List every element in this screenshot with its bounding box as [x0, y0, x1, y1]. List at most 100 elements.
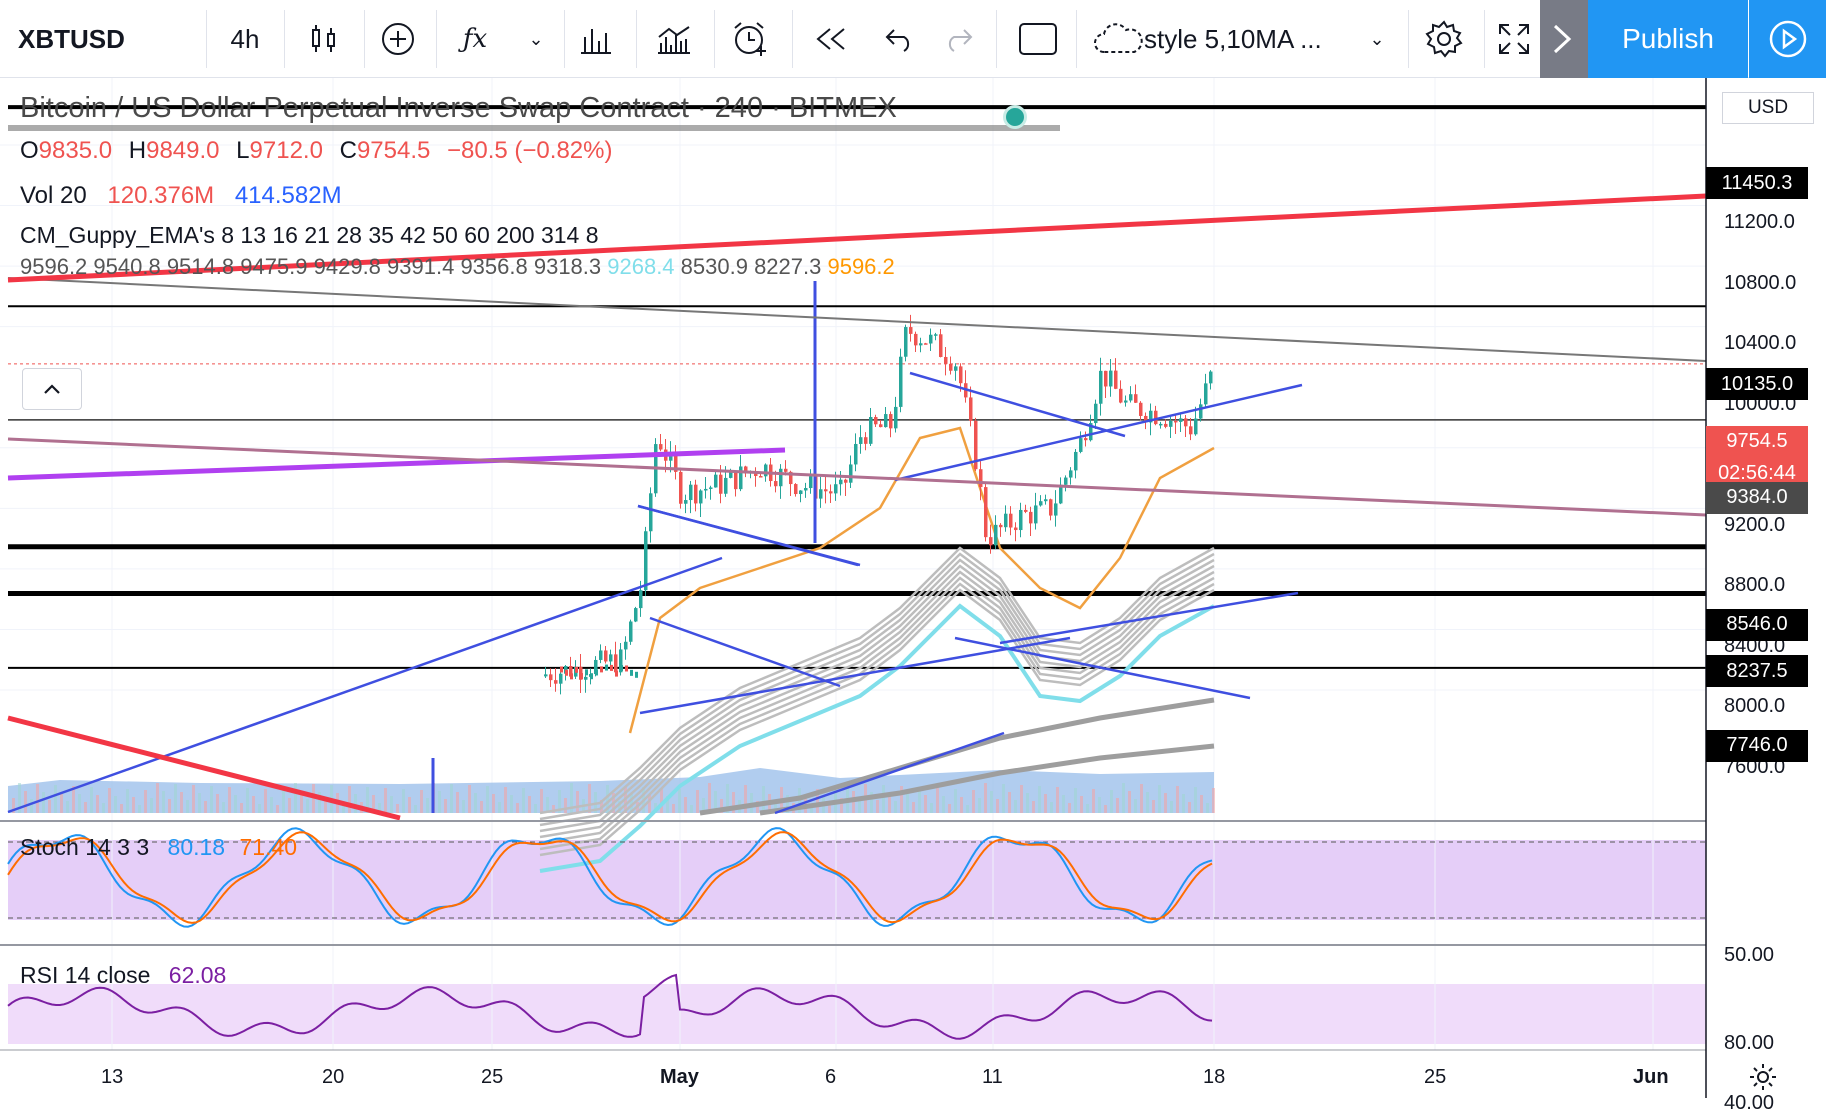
candle-body: [639, 590, 643, 609]
volume-bar: [1020, 785, 1023, 813]
candle-body: [929, 334, 933, 344]
fullscreen-square-icon[interactable]: [1010, 0, 1066, 78]
volume-bar: [762, 786, 765, 813]
volume-value: 120.376M: [107, 182, 215, 209]
candle-body: [864, 437, 868, 444]
candle-body: [595, 669, 598, 676]
volume-bar: [354, 794, 357, 813]
candle-body: [679, 471, 683, 504]
volume-bar: [468, 785, 471, 813]
candle-body: [605, 664, 608, 671]
guppy-ema-ribbon: [539, 426, 1215, 873]
settings-gear-icon[interactable]: [1748, 1062, 1778, 1092]
volume-bar: [402, 789, 405, 813]
candle-body: [1039, 501, 1043, 506]
cloud-icon[interactable]: [1088, 0, 1148, 78]
candle-body: [1169, 420, 1173, 427]
candle-body: [744, 466, 748, 474]
ohlc-values: O9835.0 H9849.0 L9712.0 C9754.5 −80.5 (−…: [20, 137, 613, 164]
stoch-k-value: 80.18: [167, 834, 226, 860]
publish-button[interactable]: Publish: [1588, 0, 1748, 78]
volume-bar: [264, 789, 267, 813]
guppy-ema-value: 9429.8: [313, 254, 388, 279]
redo-icon[interactable]: [930, 0, 986, 78]
volume-bar: [348, 786, 351, 813]
volume-bar: [1116, 798, 1119, 813]
price-tick: 8000.0: [1724, 695, 1786, 718]
volume-bar: [42, 792, 45, 813]
volume-bar: [438, 791, 441, 813]
volume-bar: [444, 799, 447, 813]
volume-bar: [1122, 783, 1125, 813]
candle-body: [1094, 403, 1098, 424]
volume-bar: [174, 784, 177, 813]
volume-ma-value: 414.582M: [234, 182, 342, 209]
undo-icon[interactable]: [872, 0, 928, 78]
volume-bar: [252, 796, 255, 813]
market-status-dot[interactable]: [1003, 105, 1027, 129]
candle-body: [879, 424, 883, 428]
volume-bar: [378, 803, 381, 813]
alarm-icon[interactable]: [724, 0, 778, 78]
snapshot-button[interactable]: [1540, 0, 1588, 78]
candle-body: [694, 484, 698, 504]
volume-bar: [990, 791, 993, 813]
candle-body: [779, 468, 783, 487]
chart-canvas[interactable]: [0, 78, 1826, 1098]
compare-plus-icon[interactable]: [372, 0, 424, 78]
expand-icon[interactable]: [1488, 0, 1540, 78]
collapse-legend-button[interactable]: [22, 368, 82, 410]
candle-body: [959, 366, 963, 384]
volume-bar: [726, 784, 729, 813]
volume-bar: [276, 805, 279, 813]
symbol-search-button[interactable]: XBTUSD: [18, 23, 125, 54]
chevron-down-icon[interactable]: ⌄: [528, 28, 544, 49]
volume-bar: [138, 805, 141, 813]
volume-bar: [720, 799, 723, 813]
indicators-fx-icon[interactable]: ƒx: [462, 24, 488, 54]
layout-template-button[interactable]: style 5,10MA ...: [1144, 23, 1322, 54]
volume-bar: [960, 797, 963, 813]
candle-body: [999, 524, 1003, 528]
volume-bar: [702, 798, 705, 813]
volume-bar: [972, 790, 975, 813]
volume-bar: [216, 794, 219, 813]
templates-icon[interactable]: [648, 0, 700, 78]
chevron-down-icon[interactable]: ⌄: [1369, 28, 1385, 49]
volume-bar: [924, 795, 927, 813]
stoch-label: Stoch 14 3 3: [20, 834, 150, 860]
volume-bar: [954, 789, 957, 813]
candle-body: [774, 481, 778, 487]
interval-button[interactable]: 4h: [230, 23, 260, 54]
replay-icon[interactable]: [802, 0, 860, 78]
candle-body: [629, 621, 633, 642]
low-value: 9712.0: [249, 137, 323, 164]
currency-label[interactable]: USD: [1722, 92, 1814, 124]
volume-bar: [900, 786, 903, 813]
candles-icon[interactable]: [292, 0, 356, 78]
candle-body: [1209, 371, 1213, 384]
candle-body: [994, 524, 998, 546]
candle-body: [559, 673, 563, 684]
gear-icon[interactable]: [1410, 0, 1478, 78]
candle-body: [969, 397, 973, 421]
bar-chart-icon[interactable]: [570, 0, 622, 78]
rsi-label: RSI 14 close: [20, 962, 151, 988]
play-icon[interactable]: [1749, 0, 1826, 78]
candle-body: [784, 468, 788, 472]
volume-bar: [1134, 799, 1137, 813]
volume-bar: [168, 799, 171, 813]
candle-body: [565, 669, 568, 676]
chart-area[interactable]: Bitcoin / US Dollar Perpetual Inverse Sw…: [0, 78, 1826, 1114]
candle-body: [914, 333, 918, 346]
divider: [636, 10, 637, 68]
volume-bar: [1152, 800, 1155, 813]
candle-body: [849, 464, 853, 483]
divider: [792, 10, 793, 68]
volume-bar: [60, 793, 63, 813]
volume-bar: [1056, 787, 1059, 813]
candle-body: [609, 654, 613, 662]
volume-bar: [912, 802, 915, 813]
candle-body: [1014, 527, 1018, 531]
ema-line: [539, 564, 1215, 833]
